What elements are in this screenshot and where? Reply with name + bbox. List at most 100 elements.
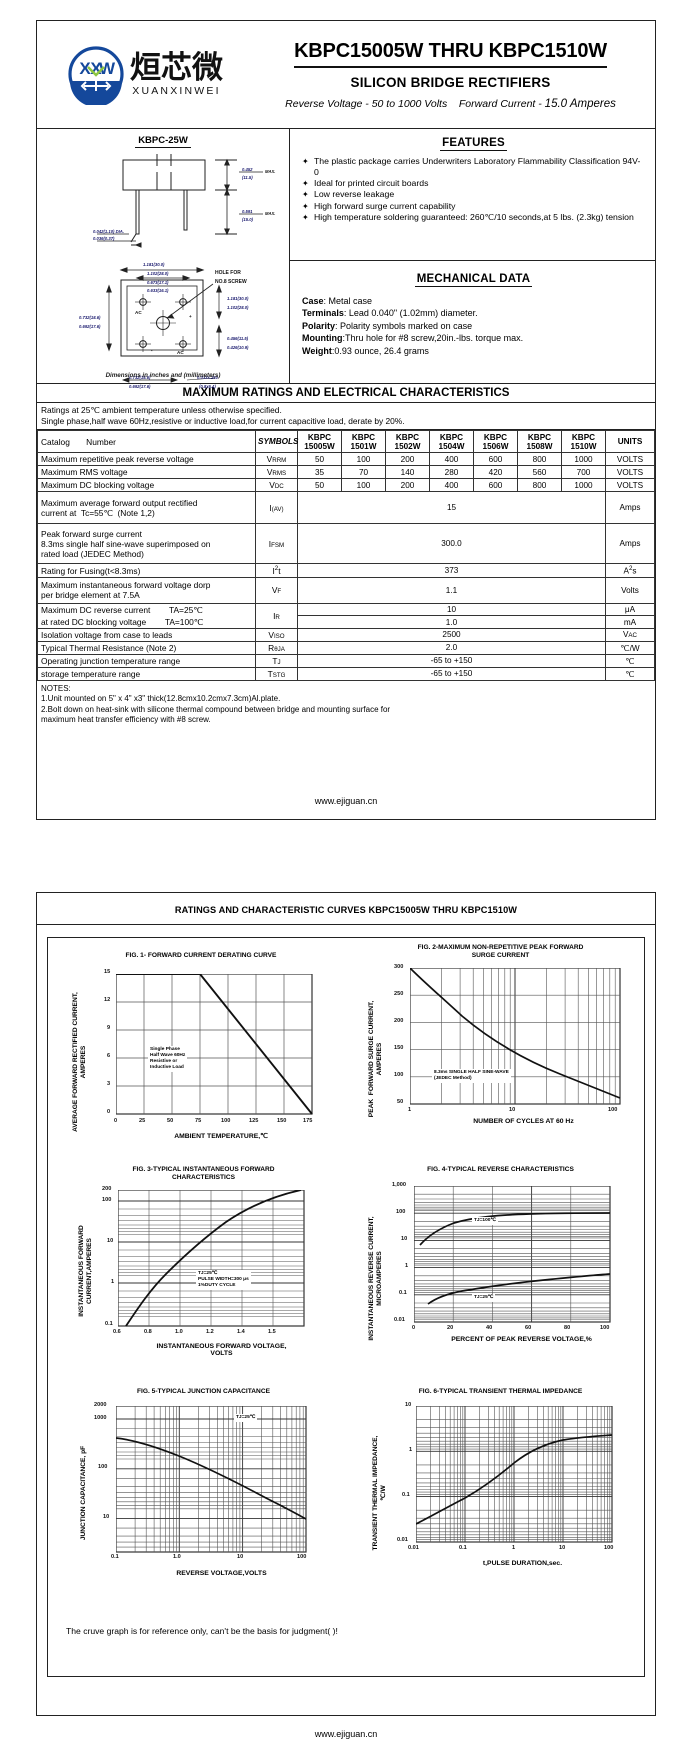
part-header: KBPC 15005W [297, 430, 342, 454]
symbol-cell: I(AV) [255, 491, 298, 525]
value-cell: 800 [517, 478, 562, 493]
value-cell: 200 [385, 478, 430, 493]
xw-circle-logo-icon: X W X [66, 45, 126, 105]
fig2-xlabel: NUMBER OF CYCLES AT 60 Hz [473, 1117, 574, 1125]
mechanical-heading: MECHANICAL DATA [414, 273, 533, 287]
value-cell: 140 [385, 465, 430, 480]
symbols-header: SYMBOLS [255, 430, 299, 454]
value-cell: 50 [297, 452, 342, 467]
svg-text:(0.8x6.4): (0.8x6.4) [199, 384, 216, 389]
fig1-xtick: 0 [114, 1117, 118, 1124]
svg-text:1.102(28.0): 1.102(28.0) [227, 305, 249, 310]
fig1-xtick: 50 [167, 1117, 174, 1124]
unit-cell: VOLTS [605, 465, 655, 480]
fig2-annotation: 8.3ms SINGLE HALF SINE-WAVE (JEDEC Method… [432, 1068, 511, 1083]
chart-fig6: FIG. 6-TYPICAL TRANSIENT THERMAL IMPEDAN… [358, 1388, 643, 1567]
part-header: KBPC 1510W [561, 430, 606, 454]
fig5-ytick: 10 [103, 1513, 110, 1520]
fig1-title: FIG. 1- FORWARD CURRENT DERATING CURVE [125, 952, 277, 959]
table-row: at rated DC blocking voltage TA=100℃ 1.0… [37, 615, 655, 629]
fig2-ytick: 100 [394, 1071, 404, 1078]
fig4-xlabel: PERCENT OF PEAK REVERSE VOLTAGE,% [451, 1335, 592, 1343]
unit-cell: VOLTS [605, 478, 655, 493]
param-cell: Operating junction temperature range [37, 653, 256, 668]
fig5-title: FIG. 5-TYPICAL JUNCTION CAPACITANCE [137, 1388, 270, 1395]
fig3-ytick: 1 [111, 1278, 115, 1285]
svg-text:1.102(28.0): 1.102(28.0) [147, 271, 169, 276]
footer-url[interactable]: www.ejiguan.cn [314, 796, 378, 806]
fig3-annotation: TJ=25℃ PULSE WIDTH=300 μs 1%DUTY CYCLE [196, 1269, 251, 1290]
param-cell: at rated DC blocking voltage TA=100℃ [37, 615, 256, 629]
ratings-band-title: MAXIMUM RATINGS AND ELECTRICAL CHARACTER… [37, 384, 655, 403]
value-cell-span: -65 to +150 [297, 653, 606, 668]
note-line: 1.Unit mounted on 5" x 4" x3" thick(12.8… [41, 694, 281, 704]
param-cell: Rating for Fusing(t<8.3ms) [37, 563, 256, 578]
fig4-ytick: 0.01 [394, 1316, 405, 1323]
value-cell: 200 [385, 452, 430, 467]
feature-item: ✦ Ideal for printed circuit boards [302, 178, 429, 189]
fig1-plot: 15 12 9 6 3 0 0 25 50 75 100 125 150 175… [104, 969, 316, 1124]
fig1-xtick: 75 [195, 1117, 202, 1124]
fig5-annotation: TJ=25℃ [234, 1413, 258, 1422]
fig2-title: FIG. 2-MAXIMUM NON-REPETITIVE PEAK FORWA… [417, 944, 584, 959]
value-cell-span: 10 [297, 603, 606, 617]
mechanical-data-section: MECHANICAL DATA Case: Metal case Termina… [290, 261, 655, 383]
brand-name-pinyin: XUANXINWEI [132, 84, 221, 97]
package-bottom-dims: 0.732(18.6) 0.692(17.6) 0.033x.250 (0.8x6.… [121, 375, 219, 389]
table-row: Rating for Fusing(t<8.3ms) I2t 373 A2s [37, 563, 655, 578]
fig4-xtick: 20 [447, 1324, 454, 1331]
fig4-ytick: 0.1 [399, 1289, 407, 1296]
symbol-cell: TJ [255, 653, 298, 668]
svg-text:1.181(30.0): 1.181(30.0) [227, 296, 249, 301]
svg-text:0.426(10.9): 0.426(10.9) [227, 345, 249, 350]
param-cell: Maximum DC reverse current TA=25℃ [37, 603, 256, 616]
unit-cell: ℃/W [605, 640, 655, 655]
fig5-ytick: 100 [98, 1463, 108, 1470]
svg-text:MAX.: MAX. [265, 211, 275, 216]
svg-text:AC: AC [177, 350, 184, 355]
package-drawing-panel: KBPC-25W [37, 129, 290, 389]
footer-url-2[interactable]: www.ejiguan.cn [314, 1729, 378, 1739]
unit-cell: mA [605, 615, 655, 629]
value-cell: 420 [473, 465, 518, 480]
fig4-xtick: 60 [525, 1324, 532, 1331]
fig3-plot: 200 100 10 1 0.1 0.6 0.8 1.0 1.2 1.4 1.5… [102, 1186, 308, 1335]
notes-heading: NOTES: [41, 683, 71, 693]
symbol-cell: VF [255, 576, 298, 604]
package-side-view-drawing: 0.452 (11.5) MAX. 0.591 (15.0) MAX. 0.042(… [93, 154, 275, 248]
value-cell: 1000 [561, 452, 606, 467]
fig1-ytick: 12 [104, 996, 111, 1003]
fig3-xlabel: INSTANTANEOUS FORWARD VOLTAGE, VOLTS [156, 1342, 287, 1357]
fig1-ytick: 15 [104, 968, 111, 975]
svg-text:(11.5): (11.5) [242, 175, 253, 180]
fig2-xtick: 1 [408, 1106, 412, 1113]
document-header: X W X 烜芯微 XUANXINWEI KBPC15005W THRU KBP… [37, 21, 655, 129]
fig3-ytick: 200 [102, 1185, 112, 1192]
fig2-xtick: 10 [509, 1106, 516, 1113]
svg-text:0.036(0.37): 0.036(0.37) [93, 236, 115, 241]
unit-cell: A2s [605, 563, 655, 578]
forward-current-label: Forward Current - [458, 97, 542, 110]
fig3-xtick: 1.5 [268, 1328, 276, 1335]
fig3-ylabel: INSTANTANEOUS FORWARD CURRENT,AMPERES [78, 1225, 93, 1317]
svg-text:(15.0): (15.0) [242, 217, 254, 222]
fig2-plot: 300 250 200 150 100 50 1 10 100 8.3ms SI… [394, 964, 625, 1113]
condition-line: Single phase,half wave 60Hz,resistive or… [41, 416, 405, 427]
feature-item: ✦ High forward surge current capability [302, 200, 456, 211]
bullet-icon: ✦ [302, 179, 309, 189]
fig3-xtick: 1.4 [237, 1328, 245, 1335]
value-cell-span: 2500 [297, 627, 606, 642]
symbol-cell: I2t [255, 563, 298, 578]
fig2-ytick: 150 [394, 1044, 404, 1051]
fig1-xtick: 100 [221, 1117, 231, 1124]
fig4-xtick: 100 [600, 1324, 610, 1331]
symbol-cell: VRRM [255, 452, 298, 467]
fig3-xtick: 0.8 [144, 1328, 152, 1335]
chart-fig2: FIG. 2-MAXIMUM NON-REPETITIVE PEAK FORWA… [358, 944, 643, 1125]
fig1-xlabel: AMBIENT TEMPERATURE,℃ [174, 1132, 268, 1140]
fig2-xtick: 100 [608, 1106, 618, 1113]
unit-cell: Amps [605, 523, 655, 565]
svg-text:1.181(30.0): 1.181(30.0) [143, 262, 165, 267]
fig3-title: FIG. 3-TYPICAL INSTANTANEOUS FORWARD CHAR… [132, 1166, 275, 1181]
fig4-xtick: 0 [412, 1324, 416, 1331]
